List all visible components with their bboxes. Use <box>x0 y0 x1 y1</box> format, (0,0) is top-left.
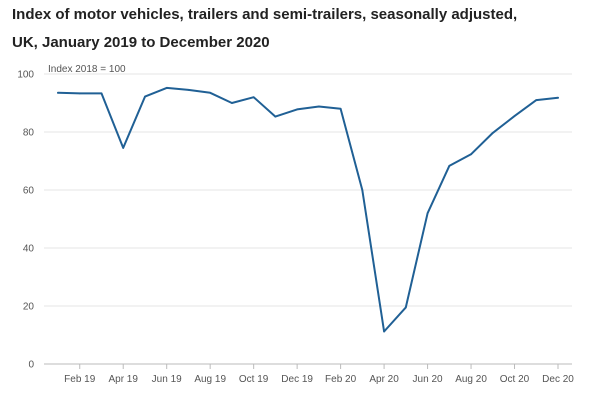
x-tick-label-apr-19: Apr 19 <box>108 374 138 385</box>
data-point-apr-20 <box>383 330 385 333</box>
x-tick-label-feb-19: Feb 19 <box>64 374 96 385</box>
data-point-may-20 <box>405 306 407 309</box>
x-tick-label-oct-20: Oct 20 <box>500 374 530 385</box>
x-tick-label-dec-20: Dec 20 <box>542 374 574 385</box>
data-point-jan-20 <box>318 105 320 108</box>
x-tick-label-dec-19: Dec 19 <box>281 374 313 385</box>
x-tick-label-apr-20: Apr 20 <box>369 374 399 385</box>
x-tick-label-aug-19: Aug 19 <box>194 374 226 385</box>
data-point-dec-19 <box>296 108 298 111</box>
data-point-nov-20 <box>535 99 538 101</box>
data-point-aug-20 <box>470 153 472 156</box>
data-point-apr-19 <box>122 147 125 149</box>
data-point-feb-19 <box>78 92 81 95</box>
data-point-jan-19 <box>57 92 59 94</box>
data-point-jun-19 <box>165 87 168 89</box>
chart-title-line-1: Index of motor vehicles, trailers and se… <box>12 6 518 23</box>
data-point-jul-20 <box>448 165 451 167</box>
data-point-oct-20 <box>513 115 516 117</box>
x-tick-label-oct-19: Oct 19 <box>239 374 269 385</box>
x-tick-label-feb-20: Feb 20 <box>325 374 357 385</box>
series-line-0 <box>57 86 559 333</box>
data-point-jun-20 <box>426 212 429 214</box>
x-tick-label-aug-20: Aug 20 <box>455 374 487 385</box>
y-tick-label-0: 0 <box>28 360 34 371</box>
y-tick-label-60: 60 <box>23 186 35 197</box>
y-tick-label-40: 40 <box>23 244 35 255</box>
data-point-may-19 <box>144 95 146 98</box>
x-tick-label-jun-20: Jun 20 <box>413 374 443 385</box>
y-tick-label-20: 20 <box>23 302 35 313</box>
y-tick-label-100: 100 <box>17 70 34 81</box>
data-point-mar-20 <box>361 189 364 191</box>
y-tick-label-80: 80 <box>23 128 35 139</box>
data-point-oct-19 <box>252 96 255 98</box>
data-point-jul-19 <box>187 89 190 91</box>
chart-title-line-2: UK, January 2019 to December 2020 <box>12 34 270 51</box>
y-unit-label: Index 2018 = 100 <box>48 64 126 75</box>
x-tick-label-jun-19: Jun 19 <box>152 374 182 385</box>
data-point-sep-20 <box>491 132 494 134</box>
data-point-mar-19 <box>100 92 103 95</box>
data-point-nov-19 <box>274 115 277 118</box>
data-point-dec-20 <box>557 96 559 99</box>
data-point-feb-20 <box>339 108 342 110</box>
data-point-aug-19 <box>209 92 211 94</box>
data-point-sep-19 <box>231 102 233 104</box>
